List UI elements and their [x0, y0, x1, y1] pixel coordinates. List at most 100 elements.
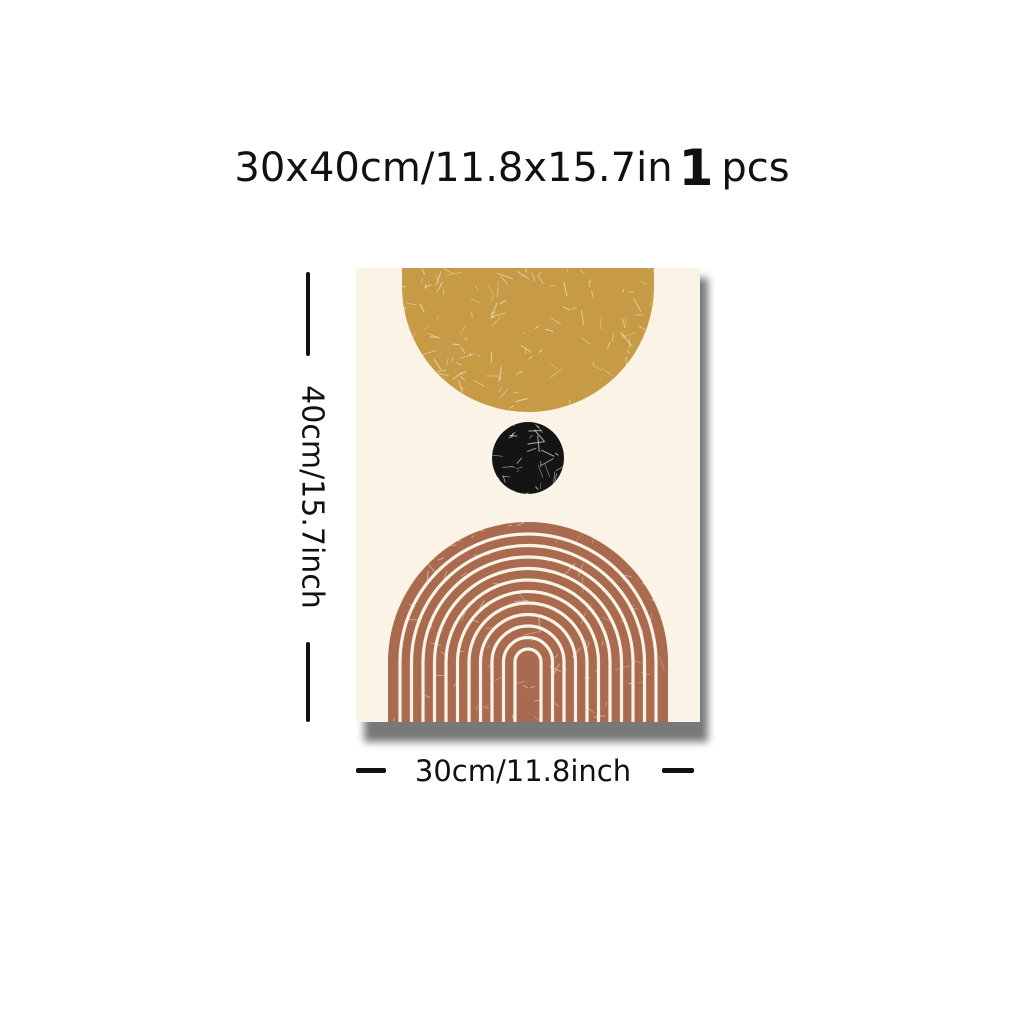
- arch-stripes: [398, 532, 658, 722]
- arch-stripe: [421, 555, 635, 722]
- scratch-mark: [522, 331, 525, 335]
- scratch-mark: [622, 577, 625, 581]
- scratch-mark: [442, 289, 445, 295]
- scratch-mark: [608, 666, 612, 670]
- scratch-mark: [550, 317, 561, 325]
- scratch-mark: [435, 271, 442, 286]
- scratch-mark: [522, 522, 526, 525]
- scratch-mark: [435, 274, 443, 288]
- scratch-mark: [554, 702, 560, 707]
- scratch-mark: [620, 333, 633, 347]
- scratch-mark: [519, 594, 527, 602]
- width-dimension-line-left: [356, 768, 386, 773]
- scratch-mark: [419, 303, 425, 313]
- scratch-mark: [508, 524, 513, 527]
- scratch-mark: [421, 350, 437, 356]
- scratch-mark: [544, 463, 550, 478]
- scratch-mark: [645, 268, 650, 270]
- half-sun-shape: [402, 268, 654, 412]
- scratch-mark: [522, 684, 529, 689]
- scratch-mark: [464, 337, 468, 341]
- piece-unit: pcs: [721, 145, 790, 191]
- scratch-mark: [437, 281, 444, 292]
- scratch-mark: [580, 309, 585, 326]
- scratch-mark: [537, 465, 544, 478]
- scratch-mark: [529, 685, 536, 689]
- scratch-mark: [577, 563, 584, 577]
- scratch-mark: [485, 627, 493, 629]
- scratch-mark: [563, 282, 568, 297]
- scratch-mark: [537, 275, 544, 284]
- scratch-mark: [473, 553, 491, 556]
- scratch-mark: [653, 269, 654, 274]
- scratch-mark: [472, 619, 479, 623]
- scratch-mark: [536, 425, 540, 428]
- size-text: 30x40cm/11.8x15.7in: [234, 145, 673, 191]
- scratch-mark: [490, 302, 498, 319]
- scratch-mark: [554, 452, 559, 456]
- scratch-mark: [527, 441, 545, 445]
- scratch-mark: [633, 298, 642, 312]
- product-title: 30x40cm/11.8x15.7in 1 pcs: [0, 138, 1024, 194]
- scratch-mark: [606, 342, 611, 349]
- scratch-mark: [452, 343, 460, 346]
- scratch-mark: [628, 337, 631, 348]
- black-dot-shape: [492, 422, 564, 494]
- scratch-mark: [658, 656, 665, 672]
- scratch-mark: [502, 475, 510, 478]
- scratch-mark: [601, 589, 611, 596]
- scratch-mark: [425, 694, 430, 699]
- scratch-mark: [460, 370, 468, 375]
- scratch-mark: [649, 613, 652, 625]
- scratch-mark: [619, 331, 626, 337]
- height-dimension-line-bottom: [306, 642, 310, 722]
- scratch-mark: [516, 457, 523, 464]
- scratch-mark: [439, 628, 443, 632]
- scratch-mark: [586, 706, 595, 714]
- scratch-mark: [551, 620, 556, 623]
- scratch-mark: [457, 650, 464, 653]
- scratch-mark: [566, 268, 569, 273]
- arch-stripe: [409, 543, 647, 722]
- scratch-mark: [433, 358, 442, 371]
- scratch-mark: [523, 268, 528, 273]
- scratch-mark: [631, 603, 635, 608]
- scratch-mark: [486, 644, 490, 649]
- scratch-mark: [601, 368, 613, 376]
- scratch-mark: [456, 362, 462, 366]
- scratch-mark: [445, 358, 449, 366]
- scratch-mark: [627, 627, 632, 638]
- scratch-mark: [459, 353, 475, 359]
- arch-stripe: [432, 566, 624, 722]
- arch-stripe: [513, 647, 543, 722]
- scratch-mark: [423, 326, 429, 331]
- scratch-mark: [605, 701, 608, 707]
- scratch-mark: [588, 604, 592, 610]
- scratch-mark: [630, 659, 647, 665]
- scratch-mark: [515, 370, 524, 375]
- height-label: 40cm/15.7inch: [294, 385, 330, 609]
- scratch-mark: [502, 475, 506, 483]
- scratch-mark: [528, 356, 533, 360]
- scratch-mark: [423, 284, 432, 289]
- arch-stripe: [444, 578, 612, 722]
- scratch-mark: [541, 458, 554, 466]
- scratch-mark: [538, 616, 541, 633]
- scratch-mark: [452, 371, 463, 380]
- scratch-mark: [595, 366, 602, 371]
- height-dimension-line-top: [306, 272, 310, 356]
- scratch-mark: [612, 332, 614, 343]
- scratch-mark: [588, 280, 591, 288]
- scratch-mark: [443, 268, 454, 275]
- scratch-mark: [531, 272, 536, 281]
- scratch-mark: [548, 368, 563, 380]
- scratch-mark: [426, 570, 429, 581]
- scratch-mark: [552, 663, 560, 676]
- scratch-mark: [592, 361, 595, 367]
- scratch-mark: [511, 714, 515, 721]
- width-label: 30cm/11.8inch: [414, 754, 632, 788]
- scratch-mark: [528, 429, 542, 432]
- scratch-mark: [564, 665, 567, 671]
- scratch-mark: [625, 356, 627, 365]
- scratch-mark: [500, 275, 508, 285]
